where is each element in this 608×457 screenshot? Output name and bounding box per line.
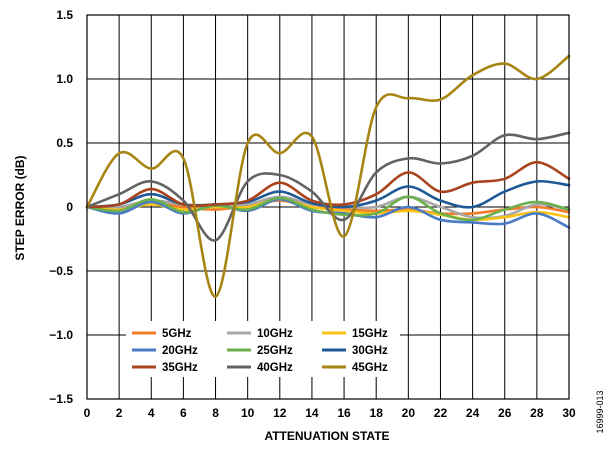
figure-id: 16999-013 [595,390,605,433]
x-tick-label: 18 [370,406,384,420]
x-tick-label: 14 [305,406,319,420]
y-tick-label: −1.5 [49,392,73,406]
series-line-30ghz [85,179,571,209]
x-tick-label: 24 [466,406,480,420]
legend-background [126,321,400,377]
x-tick-label: 22 [434,406,448,420]
x-tick-label: 16 [337,406,351,420]
legend-label: 10GHz [257,328,293,340]
y-tick-label: −0.5 [49,264,73,278]
y-tick-label: −1.0 [49,328,73,342]
x-tick-label: 2 [116,406,123,420]
y-tick-labels: 1.5 1.0 0.5 0 −0.5 −1.0 −1.5 [49,8,73,406]
x-tick-label: 6 [180,406,187,420]
series-line-40ghz [85,131,571,242]
series-lines [85,54,571,298]
y-axis-title: STEP ERROR (dB) [13,155,27,260]
x-tick-label: 8 [212,406,219,420]
y-tick-label: 1.5 [56,8,73,22]
series-line-25ghz [85,195,571,222]
plot-frame [86,14,570,400]
legend-label: 30GHz [352,345,388,357]
x-tick-label: 12 [273,406,287,420]
series-line-35ghz [85,160,571,209]
x-tick-label: 10 [241,406,255,420]
x-tick-labels: 0 2 4 6 8 10 12 14 16 18 20 22 24 26 28 30 [84,406,576,420]
y-tick-label: 0 [66,200,73,214]
legend-label: 15GHz [352,328,388,340]
legend: 5GHz 10GHz 15GHz 20GHz 25GHz 30GHz 35GHz 40GHz 4… [126,321,400,377]
legend-label: 35GHz [162,362,198,374]
legend-label: 20GHz [162,345,198,357]
legend-label: 25GHz [257,345,293,357]
x-axis-title: ATTENUATION STATE [264,429,389,443]
legend-label: 40GHz [257,362,293,374]
x-tick-label: 26 [498,406,512,420]
x-tick-label: 20 [402,406,416,420]
legend-label: 5GHz [162,328,192,340]
y-tick-label: 1.0 [56,72,73,86]
y-tick-label: 0.5 [56,136,73,150]
x-tick-label: 28 [530,406,544,420]
legend-label: 45GHz [352,362,388,374]
x-tick-label: 0 [84,406,91,420]
x-tick-label: 4 [148,406,155,420]
series-line-45ghz [85,54,571,298]
x-tick-label: 30 [562,406,576,420]
